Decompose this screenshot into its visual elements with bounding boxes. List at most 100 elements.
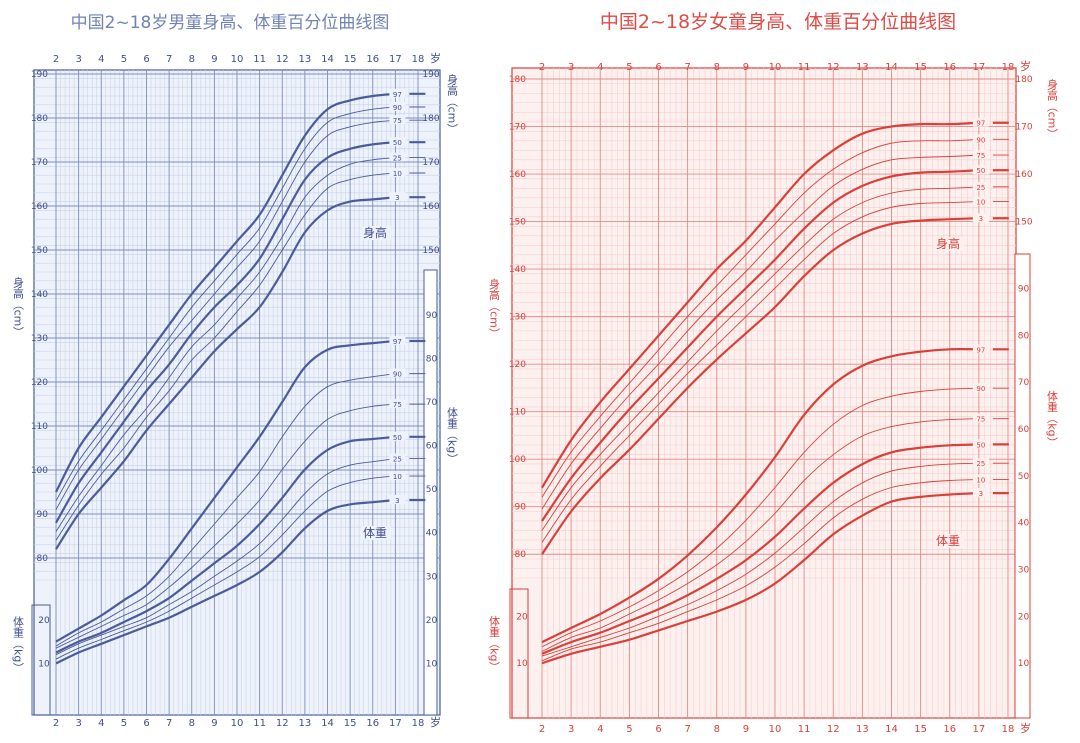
height-y-tick: 160	[509, 170, 526, 180]
x-tick-top: 11	[253, 54, 266, 65]
height-series-97	[55, 92, 396, 493]
height-series-10	[541, 201, 979, 543]
x-tick-top: 9	[743, 62, 749, 73]
weight-y-tick-right: 80	[426, 354, 438, 364]
height-series-label: 75	[393, 117, 402, 125]
height-y-tick: 150	[31, 246, 48, 256]
x-tick-top: 10	[231, 54, 244, 65]
height-series-label: 25	[393, 155, 402, 163]
height-series-label: 25	[976, 184, 985, 192]
height-series-label-bg	[389, 168, 406, 177]
height-y-tick-right: 190	[422, 70, 439, 80]
height-axis-label-left: 身高（cm）	[488, 277, 501, 339]
weight-y-tick-left: 20	[516, 612, 528, 622]
weight-right-box	[423, 269, 438, 716]
x-tick-top: 12	[827, 62, 840, 73]
height-y-tick: 140	[31, 290, 48, 300]
x-tick-top: 3	[568, 62, 574, 73]
x-tick-top: 16	[366, 54, 379, 65]
height-label-bg	[934, 237, 964, 251]
height-series-label-bg	[972, 181, 989, 191]
height-y-tick-right: 170	[1015, 123, 1032, 133]
weight-series-label: 90	[393, 371, 402, 379]
height-series-25	[541, 186, 979, 531]
height-series-25	[55, 157, 396, 532]
x-tick-bottom: 16	[366, 718, 379, 729]
x-unit-top: 岁	[430, 51, 441, 65]
x-tick-top: 15	[344, 54, 357, 65]
weight-y-tick-right: 60	[1018, 425, 1030, 435]
growth-chart-1: 中国2~18岁女童身高、体重百分位曲线图 2 2 3 3 4 4 5 5 6 6 7 7 8 8 9 9 10 10…	[488, 11, 1059, 735]
height-series-label: 10	[976, 199, 985, 207]
weight-series-label-bg	[972, 439, 989, 449]
weight-series-75	[541, 418, 979, 652]
x-tick-top: 9	[211, 54, 217, 65]
x-tick-bottom: 12	[276, 718, 289, 729]
x-tick-bottom: 6	[143, 718, 149, 729]
x-tick-top: 11	[798, 62, 811, 73]
x-tick-top: 18	[1002, 62, 1015, 73]
weight-series-label: 75	[393, 401, 402, 409]
height-y-tick: 90	[515, 503, 527, 513]
height-y-tick: 110	[509, 408, 526, 418]
height-axis-label-right: 身高（cm）	[1046, 77, 1059, 139]
height-y-tick-right: 160	[422, 202, 439, 212]
x-tick-bottom: 12	[827, 724, 840, 735]
height-y-tick-right: 150	[1015, 218, 1032, 228]
x-tick-bottom: 4	[597, 724, 603, 735]
weight-series-50	[55, 435, 396, 654]
height-series-50	[541, 169, 979, 522]
height-y-tick: 110	[31, 422, 48, 432]
weight-y-tick-right: 40	[426, 529, 438, 539]
height-series-label: 90	[393, 104, 402, 112]
height-series-50	[55, 141, 396, 524]
weight-axis-label-left: 体重（kg）	[488, 614, 501, 673]
weight-y-tick-right: 80	[1018, 331, 1030, 341]
weight-series-label-bg	[389, 368, 406, 378]
weight-y-tick-right: 60	[426, 442, 438, 452]
x-tick-bottom: 5	[121, 718, 127, 729]
height-series-label-bg	[389, 88, 406, 98]
x-tick-top: 12	[276, 54, 289, 65]
weight-series-label: 10	[393, 473, 402, 481]
height-y-tick-right: 180	[1015, 75, 1032, 85]
height-series-label-bg	[389, 137, 406, 147]
height-label: 身高	[936, 236, 960, 251]
x-tick-bottom: 8	[189, 718, 195, 729]
x-tick-bottom: 18	[412, 718, 425, 729]
height-series-label-bg	[972, 134, 989, 144]
height-series-label: 75	[976, 152, 985, 160]
x-tick-bottom: 9	[211, 718, 217, 729]
x-tick-top: 18	[412, 54, 425, 65]
height-series-label-bg	[972, 150, 989, 160]
height-y-tick-right: 150	[422, 246, 439, 256]
weight-series-label-bg	[389, 495, 406, 504]
x-tick-top: 4	[98, 54, 104, 65]
weight-axis-label-right: 体重（kg）	[1046, 389, 1059, 448]
weight-y-tick-right: 10	[1018, 659, 1030, 669]
weight-series-90	[55, 373, 396, 647]
x-tick-top: 6	[143, 54, 149, 65]
weight-series-97	[541, 348, 979, 644]
x-unit-top: 岁	[1020, 59, 1031, 73]
weight-series-label: 75	[976, 416, 985, 424]
weight-curves	[541, 348, 1009, 665]
height-series-3	[541, 217, 979, 555]
x-tick-top: 17	[389, 54, 402, 65]
x-tick-bottom: 3	[568, 724, 574, 735]
x-tick-bottom: 16	[943, 724, 956, 735]
weight-series-label-bg	[389, 335, 406, 345]
chart-title: 中国2~18岁女童身高、体重百分位曲线图	[600, 11, 956, 33]
weight-series-10	[55, 475, 396, 660]
weight-series-label: 25	[393, 456, 402, 464]
height-series-label: 10	[393, 170, 402, 178]
height-series-10	[55, 172, 396, 541]
height-y-tick: 180	[31, 114, 48, 124]
weight-left-box	[509, 588, 529, 719]
x-tick-top: 2	[539, 62, 545, 73]
weight-label-bg	[934, 534, 964, 548]
height-series-90	[541, 138, 979, 498]
weight-series-label: 25	[976, 460, 985, 468]
height-series-label-bg	[389, 192, 406, 202]
